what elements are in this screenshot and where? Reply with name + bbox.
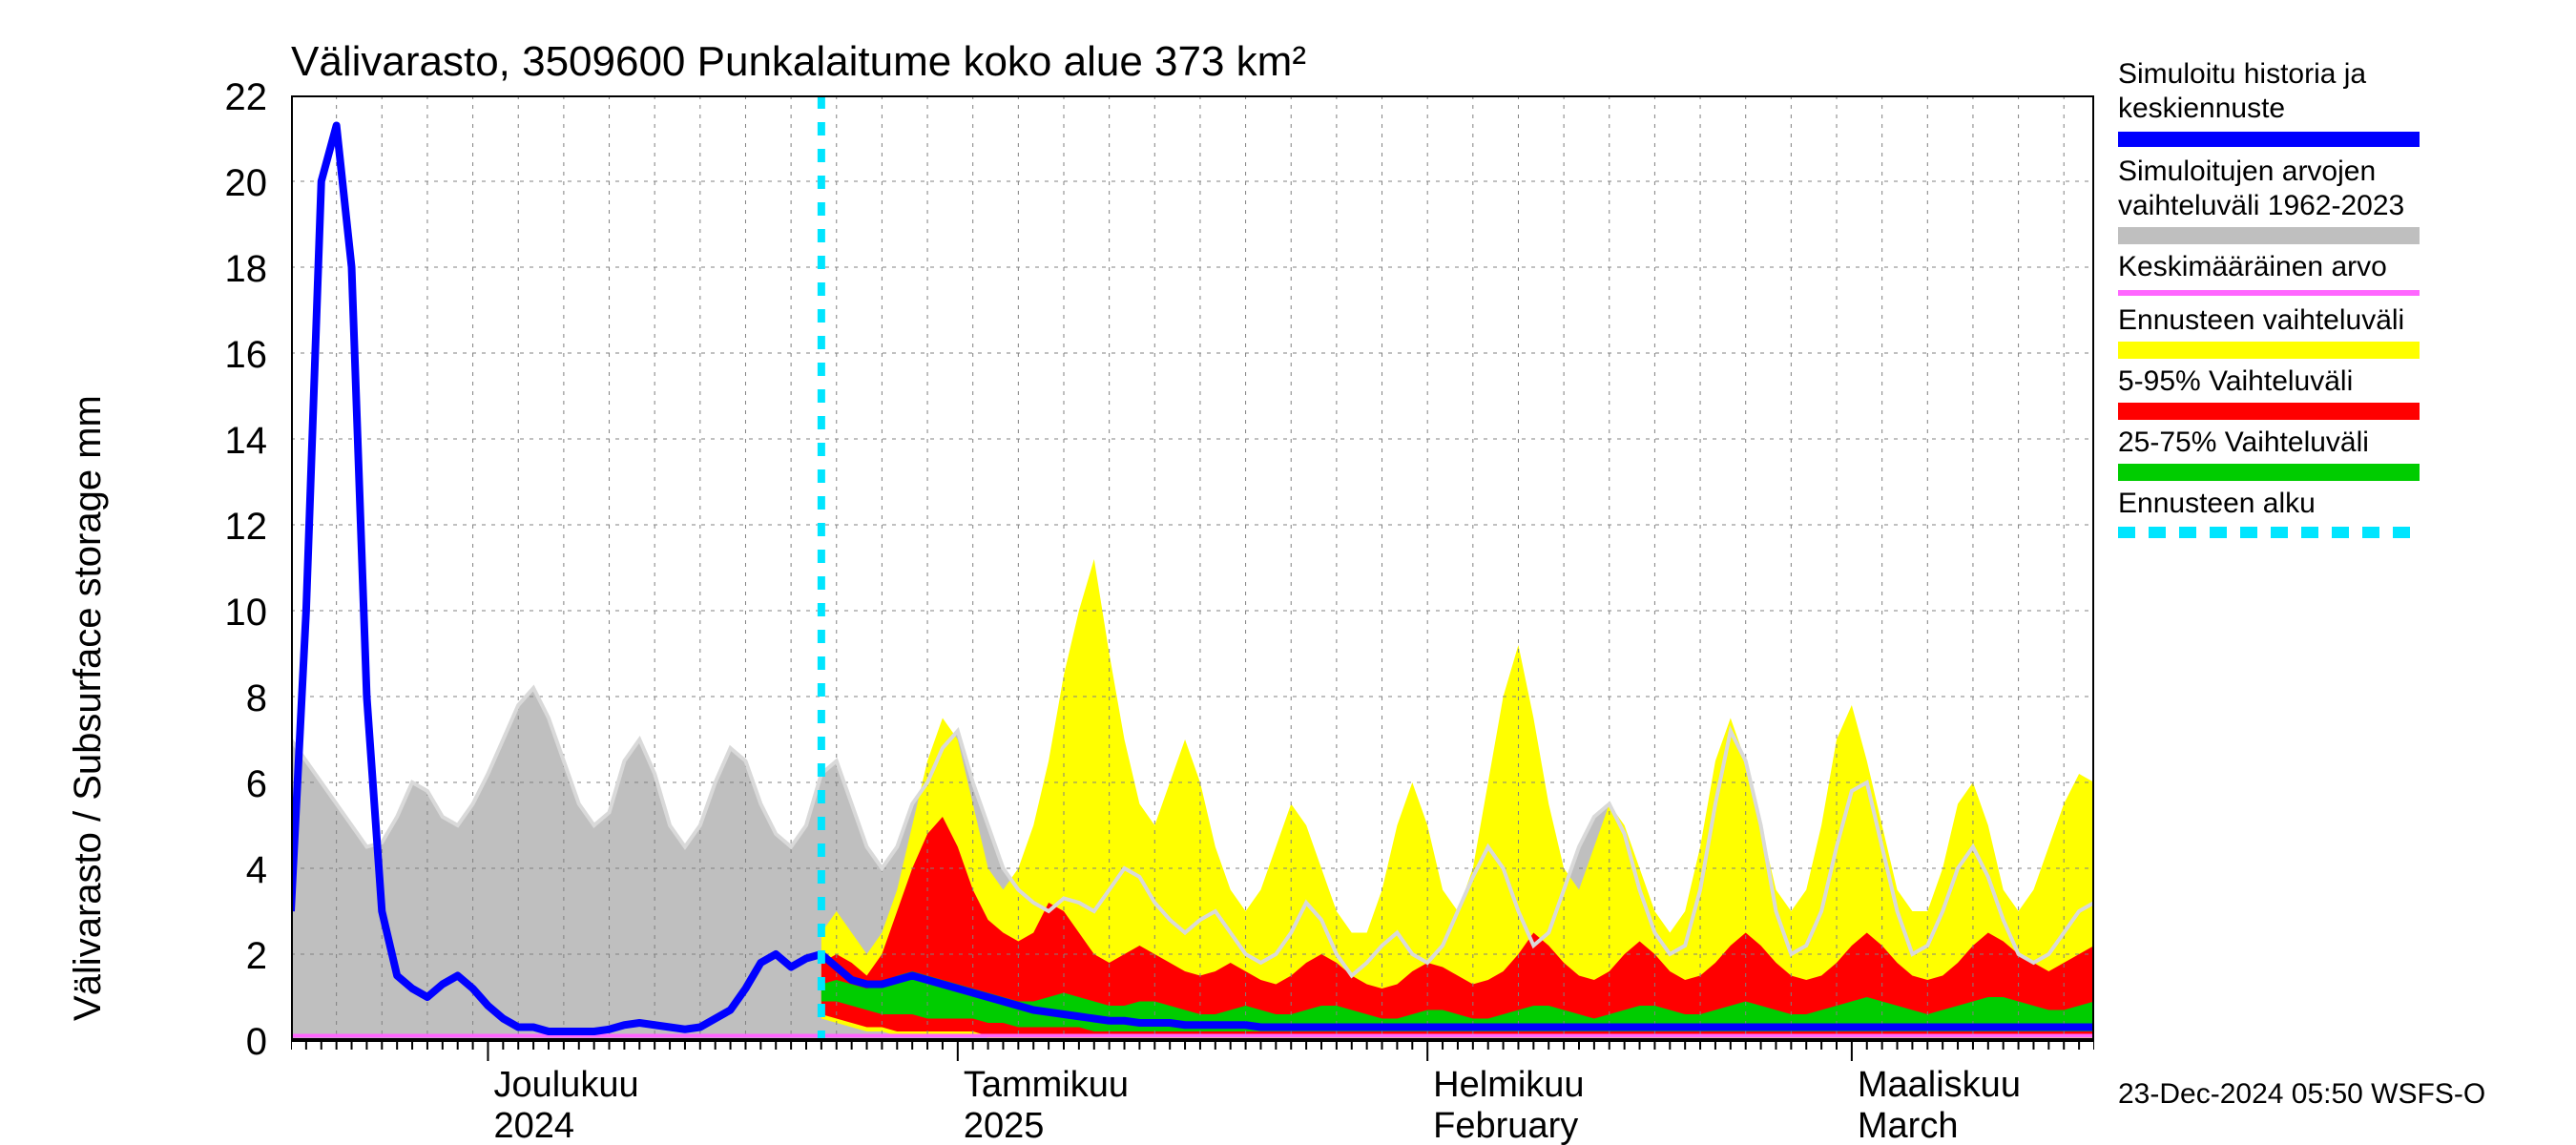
- legend-label: Simuloitu historia ja keskiennuste: [2118, 57, 2420, 126]
- legend: Simuloitu historia ja keskiennuste Simulo…: [2118, 57, 2420, 546]
- legend-swatch: [2118, 527, 2420, 538]
- x-tick-label: Tammikuu 2025: [964, 1065, 1129, 1145]
- legend-item: 25-75% Vaihteluväli: [2118, 426, 2420, 481]
- legend-label: 25-75% Vaihteluväli: [2118, 426, 2420, 460]
- legend-label: Simuloitujen arvojen vaihteluväli 1962-2…: [2118, 155, 2420, 223]
- legend-swatch: [2118, 342, 2420, 359]
- plot-area: [291, 95, 2094, 1107]
- y-tick-label: 8: [153, 677, 267, 720]
- y-tick-label: 18: [153, 248, 267, 291]
- y-axis-label: Välivarasto / Subsurface storage mm: [67, 395, 110, 1021]
- y-tick-label: 0: [153, 1021, 267, 1064]
- x-tick-label: Maaliskuu March: [1858, 1065, 2021, 1145]
- legend-item: Simuloitu historia ja keskiennuste: [2118, 57, 2420, 147]
- y-tick-label: 16: [153, 334, 267, 377]
- y-tick-label: 22: [153, 76, 267, 119]
- legend-item: Ennusteen vaihteluväli: [2118, 303, 2420, 359]
- chart-title: Välivarasto, 3509600 Punkalaitume koko a…: [291, 38, 1306, 86]
- legend-item: 5-95% Vaihteluväli: [2118, 364, 2420, 420]
- chart-container: Välivarasto / Subsurface storage mm Väli…: [0, 0, 2576, 1145]
- y-tick-label: 10: [153, 592, 267, 635]
- x-tick-label: Joulukuu 2024: [493, 1065, 638, 1145]
- legend-swatch: [2118, 227, 2420, 244]
- legend-label: Ennusteen vaihteluväli: [2118, 303, 2420, 338]
- legend-item: Keskimääräinen arvo: [2118, 250, 2420, 296]
- legend-label: Ennusteen alku: [2118, 487, 2420, 521]
- y-tick-label: 2: [153, 935, 267, 978]
- y-tick-label: 4: [153, 849, 267, 892]
- legend-swatch: [2118, 464, 2420, 481]
- y-tick-label: 6: [153, 763, 267, 806]
- legend-swatch: [2118, 403, 2420, 420]
- legend-swatch: [2118, 132, 2420, 147]
- legend-item: Simuloitujen arvojen vaihteluväli 1962-2…: [2118, 155, 2420, 244]
- y-tick-label: 20: [153, 162, 267, 205]
- footer-timestamp: 23-Dec-2024 05:50 WSFS-O: [2118, 1078, 2485, 1111]
- legend-label: Keskimääräinen arvo: [2118, 250, 2420, 284]
- y-tick-label: 12: [153, 506, 267, 549]
- legend-label: 5-95% Vaihteluväli: [2118, 364, 2420, 399]
- x-tick-label: Helmikuu February: [1433, 1065, 1584, 1145]
- y-tick-label: 14: [153, 420, 267, 463]
- legend-swatch: [2118, 290, 2420, 296]
- legend-item: Ennusteen alku: [2118, 487, 2420, 538]
